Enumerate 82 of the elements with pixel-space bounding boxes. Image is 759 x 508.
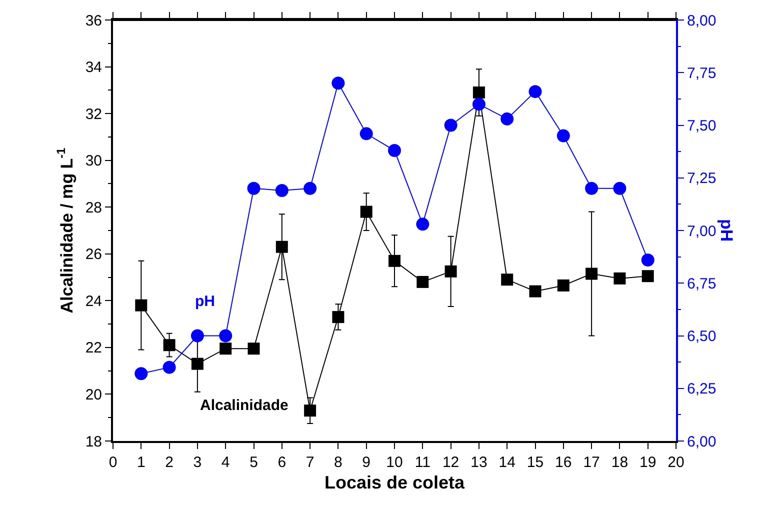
point bbox=[163, 339, 176, 352]
point bbox=[332, 76, 345, 90]
point bbox=[472, 86, 485, 99]
x-tick-label: 11 bbox=[414, 454, 430, 471]
y-tick-label: 32 bbox=[85, 106, 102, 123]
y-tick-label: 20 bbox=[85, 386, 102, 404]
point bbox=[444, 118, 458, 132]
point bbox=[586, 268, 598, 280]
point bbox=[191, 358, 204, 370]
x-tick-label: 10 bbox=[386, 454, 403, 471]
point bbox=[162, 360, 176, 374]
point bbox=[247, 182, 260, 195]
x-tick-label: 3 bbox=[193, 454, 202, 471]
point bbox=[557, 279, 570, 292]
x-tick-label: 17 bbox=[583, 454, 600, 471]
x-tick-label: 2 bbox=[165, 454, 174, 471]
point bbox=[613, 182, 626, 195]
x-tick-label: 16 bbox=[555, 454, 572, 471]
y-tick-label: 18 bbox=[85, 433, 102, 450]
point bbox=[220, 342, 232, 355]
x-tick-label: 6 bbox=[278, 454, 286, 471]
point bbox=[416, 276, 429, 288]
point bbox=[642, 270, 654, 282]
point bbox=[585, 182, 598, 195]
y-tick-label: 24 bbox=[85, 292, 102, 310]
point bbox=[614, 272, 626, 284]
point bbox=[275, 184, 288, 197]
point bbox=[388, 254, 400, 267]
x-tick-label: 1 bbox=[136, 454, 146, 471]
x-tick-label: 14 bbox=[498, 454, 516, 471]
x-tick-label: 8 bbox=[334, 454, 342, 471]
point bbox=[501, 274, 514, 286]
point bbox=[444, 265, 457, 278]
point bbox=[332, 311, 344, 324]
y-tick-label: 30 bbox=[85, 152, 102, 170]
y2-tick-label: 6,00 bbox=[687, 433, 716, 450]
y-tick-label: 34 bbox=[85, 59, 102, 76]
x-tick-label: 7 bbox=[306, 454, 314, 471]
x-tick-label: 5 bbox=[250, 454, 258, 471]
x-tick-label: 13 bbox=[470, 454, 488, 471]
point bbox=[304, 404, 316, 417]
x-tick-label: 0 bbox=[108, 454, 118, 471]
x-tick-label: 12 bbox=[442, 454, 460, 471]
point bbox=[360, 127, 373, 140]
y2-tick-label: 7,00 bbox=[687, 222, 716, 240]
point bbox=[388, 144, 401, 158]
point bbox=[276, 240, 288, 253]
y2-tick-label: 7,50 bbox=[687, 118, 716, 134]
point bbox=[556, 129, 570, 142]
point bbox=[360, 206, 372, 218]
y2-tick-label: 6,25 bbox=[687, 380, 716, 398]
y2-tick-label: 7,25 bbox=[687, 170, 716, 188]
point bbox=[190, 329, 204, 342]
x-tick-label: 9 bbox=[362, 454, 371, 471]
point bbox=[135, 299, 148, 312]
point bbox=[500, 112, 514, 126]
x-tick-label: 15 bbox=[526, 454, 544, 471]
series-label: Alcalinidade bbox=[200, 397, 288, 414]
y2-tick-label: 7,75 bbox=[687, 64, 716, 82]
x-tick-label: 20 bbox=[668, 454, 684, 471]
point bbox=[304, 182, 317, 195]
point bbox=[134, 367, 148, 380]
y2-tick-label: 6,50 bbox=[687, 328, 716, 345]
x-tick-label: 4 bbox=[221, 454, 230, 471]
y-tick-label: 36 bbox=[85, 12, 102, 30]
x-axis-title: Locais de coleta bbox=[324, 472, 466, 493]
y-tick-label: 22 bbox=[85, 340, 102, 357]
series-label: pH bbox=[195, 293, 215, 310]
point bbox=[528, 85, 542, 98]
x-tick-label: 18 bbox=[611, 454, 628, 471]
x-tick-label: 19 bbox=[640, 454, 656, 471]
point bbox=[529, 285, 542, 298]
point bbox=[472, 98, 486, 111]
y2-tick-label: 8,00 bbox=[687, 12, 716, 30]
point bbox=[416, 218, 430, 231]
point bbox=[641, 253, 654, 266]
point bbox=[248, 342, 260, 355]
y-tick-label: 26 bbox=[85, 246, 102, 264]
y-tick-label: 28 bbox=[85, 199, 102, 216]
y2-tick-label: 6,75 bbox=[687, 275, 716, 292]
y2-axis-title: pH bbox=[717, 219, 736, 242]
point bbox=[219, 329, 232, 342]
